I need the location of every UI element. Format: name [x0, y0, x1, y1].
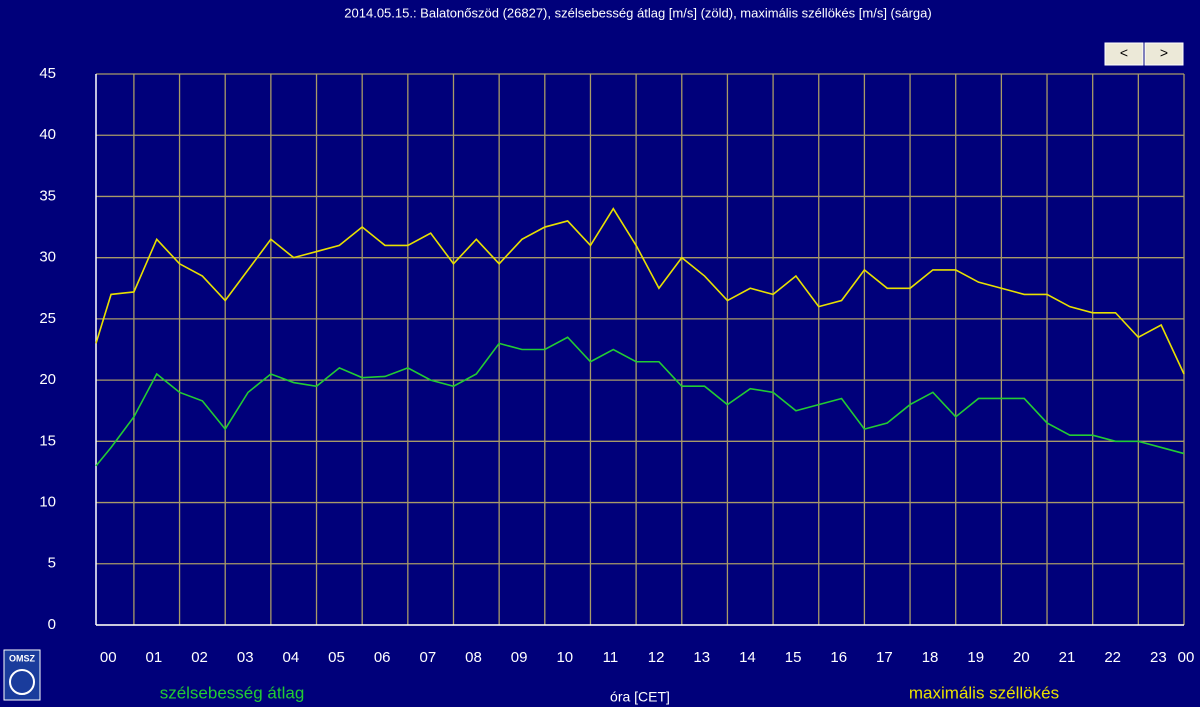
y-tick-label: 45 [39, 65, 56, 82]
nav-next-label[interactable]: > [1160, 45, 1168, 61]
x-tick-label: 12 [648, 649, 665, 666]
y-tick-label: 20 [39, 371, 56, 388]
chart-title: 2014.05.15.: Balatonőszöd (26827), széls… [344, 5, 931, 20]
logo-emblem [9, 669, 35, 695]
x-tick-label: 11 [603, 649, 619, 666]
nav-next-button[interactable] [1144, 42, 1184, 66]
x-tick-label: 04 [283, 649, 300, 666]
x-tick-label: 13 [693, 649, 710, 666]
nav-prev-label[interactable]: < [1120, 45, 1128, 61]
y-tick-label: 0 [48, 616, 56, 633]
x-tick-label: 02 [191, 649, 208, 666]
x-tick-label: 03 [237, 649, 254, 666]
x-tick-label: 21 [1059, 649, 1076, 666]
x-tick-label: 07 [419, 649, 436, 666]
y-tick-label: 15 [39, 432, 56, 449]
nav-prev-button[interactable] [1104, 42, 1144, 66]
x-axis-label: óra [CET] [610, 689, 670, 705]
x-tick-label: 22 [1104, 649, 1121, 666]
x-tick-label: 06 [374, 649, 391, 666]
nav-prev[interactable]: < [1104, 42, 1144, 66]
x-tick-label: 15 [785, 649, 802, 666]
logo-text: OMSZ [9, 653, 36, 663]
x-tick-label: 01 [146, 649, 163, 666]
x-tick-label: 00 [100, 649, 117, 666]
y-tick-label: 5 [48, 555, 56, 572]
x-tick-label: 16 [830, 649, 847, 666]
y-tick-label: 35 [39, 187, 56, 204]
legend-label: maximális széllökés [909, 683, 1059, 702]
x-tick-label: 05 [328, 649, 345, 666]
series-line [95, 207, 1185, 375]
x-tick-label: 18 [922, 649, 939, 666]
logo-box [3, 649, 41, 701]
x-tick-label: 00 [1178, 649, 1195, 666]
series-line [95, 336, 1185, 467]
y-tick-label: 30 [39, 249, 56, 266]
x-tick-label: 17 [876, 649, 893, 666]
x-tick-label: 23 [1150, 649, 1167, 666]
nav-next[interactable]: > [1144, 42, 1184, 66]
y-tick-label: 25 [39, 310, 56, 327]
x-tick-label: 14 [739, 649, 756, 666]
x-tick-label: 19 [967, 649, 984, 666]
x-tick-label: 08 [465, 649, 482, 666]
logo: OMSZ [3, 649, 41, 701]
legend-label: szélsebesség átlag [160, 683, 305, 702]
x-tick-label: 20 [1013, 649, 1030, 666]
x-tick-label: 09 [511, 649, 528, 666]
y-tick-label: 40 [39, 126, 56, 143]
x-tick-label: 10 [556, 649, 573, 666]
y-tick-label: 10 [39, 494, 56, 511]
